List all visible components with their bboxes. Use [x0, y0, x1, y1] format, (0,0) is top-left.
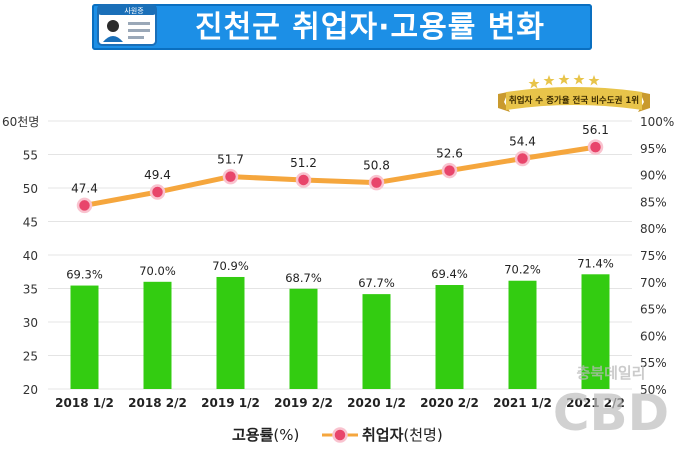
bar-data-label: 68.7%	[285, 271, 322, 285]
bar-data-label: 70.9%	[212, 259, 249, 273]
bar-data-label: 69.4%	[431, 267, 468, 281]
employed-labels: 47.4 49.4 51.7 51.2 50.8 52.6 54.4 56.1	[71, 123, 609, 195]
left-axis: 20 25 30 35 40 45 50 55 60천명	[2, 114, 39, 397]
line-point	[587, 139, 604, 155]
line-data-label: 51.2	[290, 156, 317, 170]
left-tick-label: 25	[23, 350, 38, 364]
bar	[581, 274, 610, 389]
bar-data-label: 69.3%	[66, 268, 103, 282]
x-axis: 2018 1/2 2018 2/2 2019 1/2 2019 2/2 2020 1/2…	[55, 396, 625, 410]
right-tick-label: 65%	[640, 303, 667, 317]
line-point	[222, 168, 239, 185]
employment-rate-bars	[70, 274, 610, 389]
left-tick-label: 60천명	[2, 114, 39, 129]
legend-bar-label: 고용률	[232, 426, 274, 444]
line-point	[149, 184, 166, 200]
line-data-label: 56.1	[582, 123, 609, 137]
line-point	[76, 197, 93, 214]
line-point	[368, 174, 385, 191]
x-tick-label: 2020 2/2	[420, 396, 479, 410]
bar-data-label: 67.7%	[358, 276, 395, 290]
employed-line	[82, 144, 598, 208]
x-tick-label: 2019 1/2	[201, 396, 260, 410]
chart-legend: 고용률(%) 취업자(천명)	[0, 422, 680, 446]
bar-data-label: 70.2%	[504, 263, 541, 277]
line-data-label: 54.4	[509, 135, 536, 149]
left-tick-label: 50	[23, 182, 38, 196]
right-tick-label: 80%	[640, 222, 667, 236]
watermark-line1: 충북데일리	[576, 364, 645, 382]
bar-data-label: 70.0%	[139, 264, 176, 278]
bar	[362, 294, 391, 389]
bar	[289, 288, 318, 389]
x-tick-label: 2020 1/2	[347, 396, 406, 410]
x-tick-label: 2021 1/2	[493, 396, 552, 410]
legend-line-item: 취업자(천명)	[362, 424, 443, 445]
employment-rate-labels: 69.3% 70.0% 70.9% 68.7% 67.7% 69.4% 70.2% 71.4%	[66, 256, 614, 290]
left-tick-label: 40	[23, 249, 38, 263]
line-point	[295, 172, 312, 188]
right-tick-label: 50%	[640, 383, 667, 397]
right-tick-label: 75%	[640, 249, 667, 263]
title-banner	[92, 4, 592, 50]
page-title: 진천군 취업자·고용률 변화	[195, 10, 545, 45]
badge-text: 취업자 수 증가율 전국 비수도권 1위	[509, 95, 639, 106]
watermark-line2: CBD	[553, 384, 669, 438]
line-data-label: 47.4	[71, 181, 98, 195]
bar	[143, 281, 172, 389]
line-data-label: 50.8	[363, 159, 390, 173]
bar	[216, 276, 245, 389]
id-card-icon: 사원증	[97, 4, 157, 46]
left-tick-label: 35	[23, 283, 38, 297]
right-axis: 50% 55% 60% 65% 70% 75% 80% 85% 90% 95% 100%	[640, 115, 674, 397]
x-tick-label: 2018 2/2	[128, 396, 187, 410]
right-tick-label: 70%	[640, 276, 667, 290]
x-tick-label: 2018 1/2	[55, 396, 114, 410]
line-point	[441, 162, 458, 179]
legend-bar-unit: (%)	[273, 426, 300, 444]
line-data-label: 49.4	[144, 168, 171, 182]
left-tick-label: 30	[23, 316, 38, 330]
legend-line-unit: (천명)	[403, 426, 443, 444]
bar	[435, 285, 464, 389]
right-tick-label: 100%	[640, 115, 674, 129]
legend-line-label: 취업자	[362, 426, 404, 444]
legend-bar-item: 고용률(%)	[232, 424, 299, 445]
line-point	[514, 150, 531, 167]
x-tick-label: 2021 2/2	[566, 396, 625, 410]
cbd-watermark-logo: 충북데일리 CBD	[553, 364, 669, 438]
line-data-label: 51.7	[217, 153, 244, 167]
card-label: 사원증	[124, 6, 144, 15]
bar-data-label: 71.4%	[577, 256, 614, 270]
series-line	[82, 144, 598, 208]
right-tick-label: 95%	[640, 142, 667, 156]
ribbon-stars-icon: 취업자 수 증가율 전국 비수도권 1위	[498, 74, 650, 112]
x-tick-label: 2019 2/2	[274, 396, 333, 410]
left-tick-label: 20	[23, 383, 38, 397]
left-tick-label: 45	[23, 216, 38, 230]
legend-line-marker-icon	[322, 427, 358, 443]
bar	[508, 280, 537, 389]
line-data-label: 52.6	[436, 147, 463, 161]
right-tick-label: 85%	[640, 195, 667, 209]
right-tick-label: 60%	[640, 329, 667, 343]
right-tick-label: 90%	[640, 169, 667, 183]
bar	[70, 285, 99, 389]
right-tick-label: 55%	[640, 356, 667, 370]
left-tick-label: 55	[23, 149, 38, 163]
employed-points	[76, 139, 604, 214]
chart-grid	[48, 120, 632, 390]
